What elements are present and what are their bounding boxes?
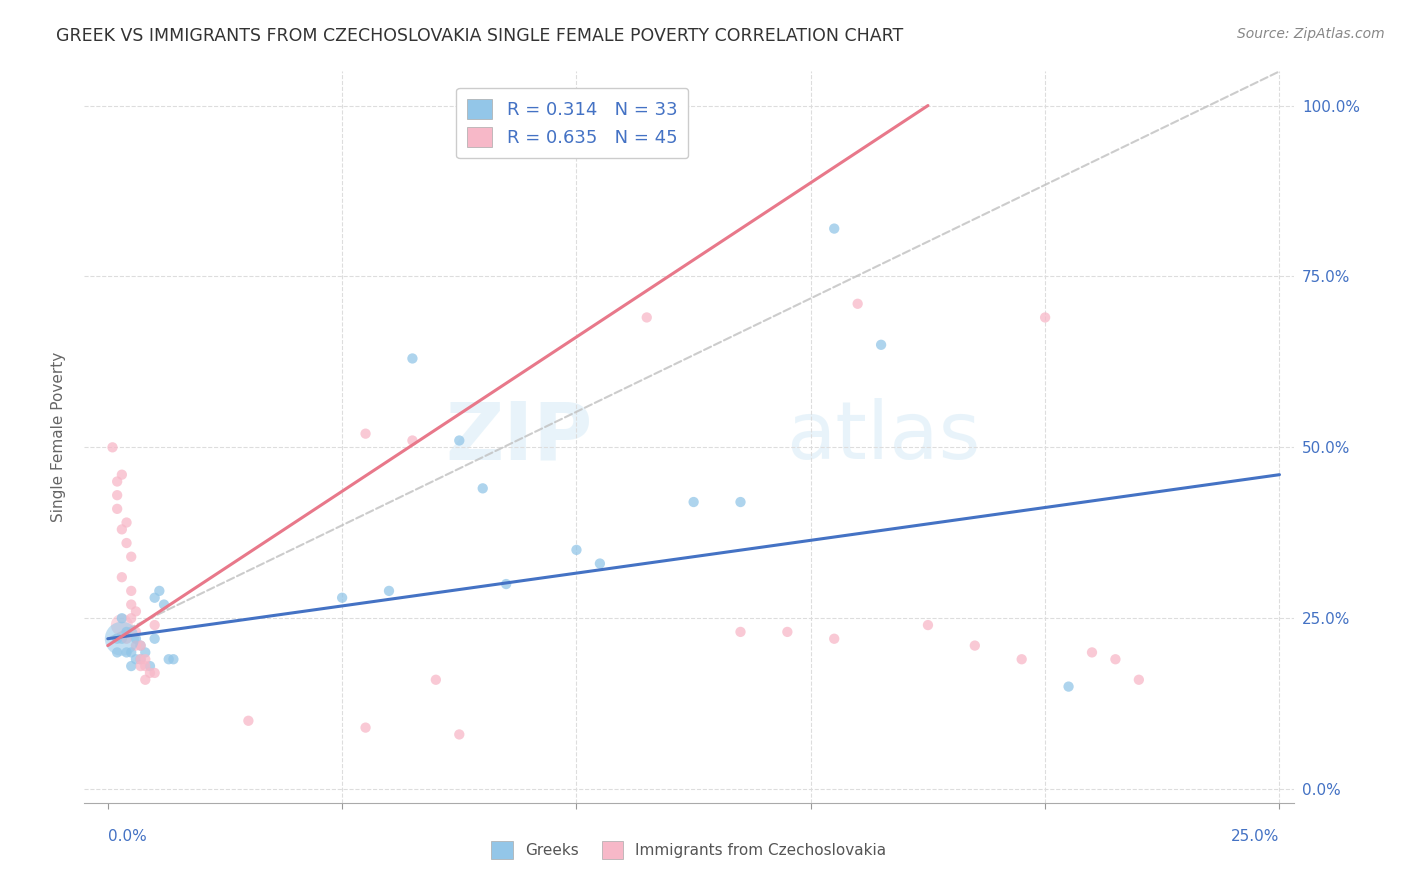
Point [134,673,156,687]
Point [776,624,799,639]
Point [105,501,128,516]
Point [115,536,138,550]
Point [148,583,170,598]
Point [471,481,494,495]
Point [120,583,142,598]
Point [120,598,142,612]
Point [105,632,128,646]
Point [105,645,128,659]
Point [125,604,148,618]
Point [134,652,156,666]
Point [378,583,401,598]
Point [823,221,845,235]
Point [120,659,142,673]
Point [129,659,152,673]
Point [565,542,588,557]
Point [111,467,134,482]
Point [115,632,138,646]
Text: Source: ZipAtlas.com: Source: ZipAtlas.com [1237,27,1385,41]
Point [111,611,134,625]
Point [917,618,939,632]
Point [963,639,986,653]
Point [354,426,377,441]
Point [143,665,166,680]
Point [111,632,134,646]
Point [1104,652,1126,666]
Point [139,665,162,680]
Legend: Greeks, Immigrants from Czechoslovakia: Greeks, Immigrants from Czechoslovakia [485,835,893,864]
Point [115,516,138,530]
Text: atlas: atlas [786,398,980,476]
Point [162,652,184,666]
Point [401,351,423,366]
Point [134,659,156,673]
Point [120,611,142,625]
Text: ZIP: ZIP [444,398,592,476]
Point [157,652,180,666]
Point [330,591,353,605]
Point [846,297,869,311]
Point [129,652,152,666]
Point [143,618,166,632]
Point [1011,652,1033,666]
Point [101,440,124,454]
Point [143,591,166,605]
Point [120,549,142,564]
Point [139,659,162,673]
Point [823,632,845,646]
Point [449,434,471,448]
Point [111,632,134,646]
Point [143,632,166,646]
Point [125,652,148,666]
Point [111,618,134,632]
Point [134,645,156,659]
Point [636,310,658,325]
Point [111,522,134,536]
Point [541,139,564,153]
Point [682,495,704,509]
Point [105,488,128,502]
Point [105,475,128,489]
Point [425,673,447,687]
Point [354,721,377,735]
Point [120,645,142,659]
Text: GREEK VS IMMIGRANTS FROM CZECHOSLOVAKIA SINGLE FEMALE POVERTY CORRELATION CHART: GREEK VS IMMIGRANTS FROM CZECHOSLOVAKIA … [56,27,904,45]
Point [111,570,134,584]
Point [125,639,148,653]
Point [129,639,152,653]
Point [125,632,148,646]
Point [401,434,423,448]
Point [870,338,893,352]
Point [153,598,176,612]
Point [449,727,471,741]
Point [238,714,260,728]
Y-axis label: Single Female Poverty: Single Female Poverty [51,352,66,522]
Point [1033,310,1056,325]
Point [125,624,148,639]
Point [1081,645,1104,659]
Point [115,645,138,659]
Point [730,495,752,509]
Text: 25.0%: 25.0% [1232,829,1279,844]
Point [129,639,152,653]
Point [589,557,612,571]
Point [1128,673,1150,687]
Point [495,577,517,591]
Point [115,624,138,639]
Point [129,652,152,666]
Text: 0.0%: 0.0% [108,829,146,844]
Point [1057,680,1080,694]
Point [730,624,752,639]
